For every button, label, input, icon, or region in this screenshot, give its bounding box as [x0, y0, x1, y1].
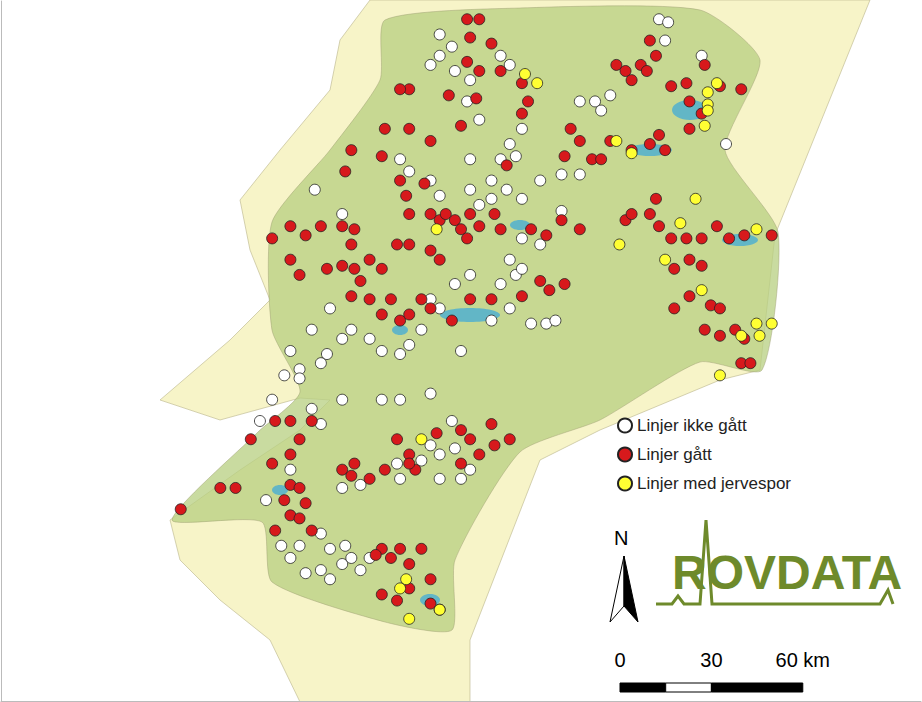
svg-text:Linjer gått: Linjer gått: [637, 445, 712, 464]
svg-text:Linjer ikke gått: Linjer ikke gått: [637, 416, 747, 435]
svg-text:60 km: 60 km: [776, 649, 830, 671]
svg-text:30: 30: [700, 649, 722, 671]
svg-text:N: N: [614, 527, 628, 549]
svg-text:0: 0: [614, 649, 625, 671]
svg-text:ROVDATA: ROVDATA: [672, 546, 902, 599]
svg-text:Linjer med jervespor: Linjer med jervespor: [637, 474, 791, 493]
